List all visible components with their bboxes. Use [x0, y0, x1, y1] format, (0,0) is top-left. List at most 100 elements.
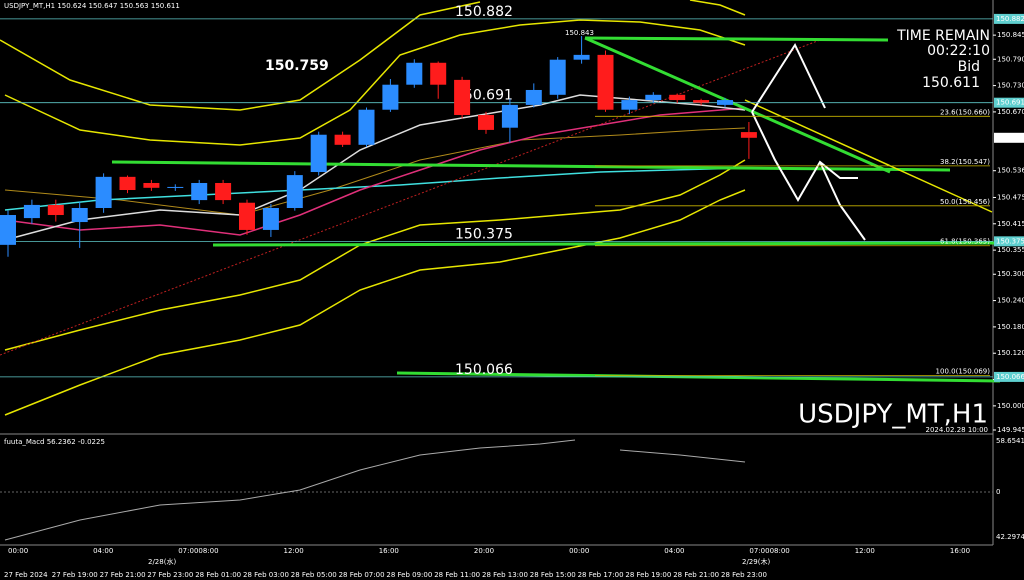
- time-axis-label: 00:00: [8, 547, 28, 555]
- y-tick-label: 150.355: [997, 246, 1024, 254]
- candle-body: [430, 62, 447, 85]
- candle-body: [621, 100, 638, 110]
- time-remain-label: TIME REMAIN: [896, 28, 990, 44]
- candle-body: [382, 84, 399, 110]
- time-axis-label: 04:00: [664, 547, 684, 555]
- y-tick-label: 150.180: [997, 323, 1024, 331]
- date-marker: 2/28(水): [148, 557, 176, 566]
- candle-body: [310, 134, 327, 173]
- y-tick-label: 150.475: [997, 193, 1024, 201]
- candle-body: [454, 79, 471, 115]
- time-axis-label: 07:0008:00: [178, 547, 218, 555]
- time-axis-label: 12:00: [855, 547, 875, 555]
- x-tick-label: 28 Feb 21:00: [673, 571, 719, 579]
- candle-body: [693, 100, 710, 103]
- x-tick-label: 28 Feb 17:00: [578, 571, 624, 579]
- green-line: [111, 160, 951, 172]
- macd-label: 42.2974: [996, 533, 1024, 541]
- time-axis-label: 07:0008:00: [749, 547, 789, 555]
- price-marker-label: 150.611: [996, 134, 1024, 142]
- candle-body: [525, 89, 542, 105]
- price-marker-label: 150.882: [996, 15, 1024, 23]
- level-label: 150.066: [455, 362, 513, 378]
- moving-average: [4, 167, 746, 211]
- price-marker: [994, 236, 1024, 247]
- x-tick-label: 28 Feb 15:00: [530, 571, 576, 579]
- y-tick-label: 150.536: [997, 167, 1024, 175]
- bid-label: Bid: [958, 59, 980, 75]
- y-tick-label: 150.240: [997, 297, 1024, 305]
- time-axis-label: 16:00: [950, 547, 970, 555]
- moving-average: [4, 94, 746, 241]
- green-line: [584, 36, 891, 174]
- fib-label: 23.6(150.660): [940, 108, 990, 116]
- trend-line: [0, 39, 821, 356]
- green-line: [584, 36, 889, 42]
- candle-body: [71, 207, 88, 223]
- yellow-line: [744, 99, 993, 213]
- time-axis-label: 12:00: [284, 547, 304, 555]
- price-marker: [994, 97, 1024, 108]
- x-tick-label: 28 Feb 07:00: [339, 571, 385, 579]
- trend-drawings: [111, 36, 1001, 383]
- bollinger-inner-upper: [4, 19, 746, 146]
- bollinger-lower: [4, 189, 746, 416]
- forecast-arrows: [751, 42, 866, 241]
- candle-body: [717, 100, 733, 105]
- arrow: [751, 111, 858, 203]
- x-tick-label: 28 Feb 03:00: [243, 571, 289, 579]
- candle-body: [119, 176, 136, 191]
- high-mark: 150.843: [565, 29, 594, 37]
- candle-body: [262, 207, 279, 230]
- price-marker: [994, 132, 1024, 143]
- chart-title: USDJPY_MT,H1 150.624 150.647 150.563 150…: [4, 2, 180, 10]
- green-line: [212, 241, 1001, 247]
- x-tick-label: 27 Feb 23:00: [147, 571, 193, 579]
- time-axis-label: 00:00: [569, 547, 589, 555]
- x-tick-label: 28 Feb 11:00: [434, 571, 480, 579]
- price-marker-label: 150.375: [996, 237, 1024, 245]
- bollinger-upper: [689, 0, 746, 16]
- candle-body: [47, 204, 64, 216]
- candle-body: [167, 186, 184, 188]
- candle-body: [95, 176, 112, 208]
- y-tick-label: 150.730: [997, 82, 1024, 90]
- candle-body: [501, 104, 518, 128]
- moving-average: [4, 127, 746, 216]
- macd-signal: [619, 449, 746, 463]
- x-tick-label: 27 Feb 19:00: [52, 571, 98, 579]
- price-marker-label: 150.691: [996, 99, 1024, 107]
- y-tick-label: 149.945: [997, 426, 1024, 434]
- x-tick-label: 28 Feb 09:00: [386, 571, 432, 579]
- candle-body: [23, 204, 40, 219]
- level-label: 150.759: [265, 58, 329, 74]
- y-tick-label: 150.670: [997, 108, 1024, 116]
- macd-title: fuuta_Macd 56.2362 -0.0225: [4, 438, 105, 446]
- candle-body: [740, 132, 757, 138]
- macd-label: 58.6541: [996, 437, 1024, 445]
- y-tick-label: 150.300: [997, 270, 1024, 278]
- bollinger-inner-lower: [4, 159, 746, 351]
- candle-body: [286, 175, 303, 208]
- indicator-lines: [0, 0, 821, 416]
- x-tick-label: 28 Feb 13:00: [482, 571, 528, 579]
- candle-body: [597, 54, 614, 110]
- macd-signal: [4, 439, 576, 541]
- price-marker-label: 150.066: [996, 373, 1024, 381]
- date-marker: 2/29(木): [742, 557, 770, 566]
- candle-body: [549, 59, 566, 95]
- x-tick-label: 28 Feb 19:00: [625, 571, 671, 579]
- fib-label: 38.2(150.547): [940, 158, 990, 166]
- candle-body: [334, 134, 351, 145]
- macd-label: 0: [996, 488, 1000, 496]
- y-tick-label: 150.000: [997, 402, 1024, 410]
- candle-body: [478, 114, 494, 130]
- candle-body: [215, 182, 232, 201]
- time-axis-label: 20:00: [474, 547, 494, 555]
- fib-label: 100.0(150.069): [936, 368, 991, 376]
- x-tick-label: 28 Feb 23:00: [721, 571, 767, 579]
- x-tick-label: 27 Feb 2024: [4, 571, 48, 579]
- x-tick-label: 28 Feb 01:00: [195, 571, 241, 579]
- price-marker: [994, 371, 1024, 382]
